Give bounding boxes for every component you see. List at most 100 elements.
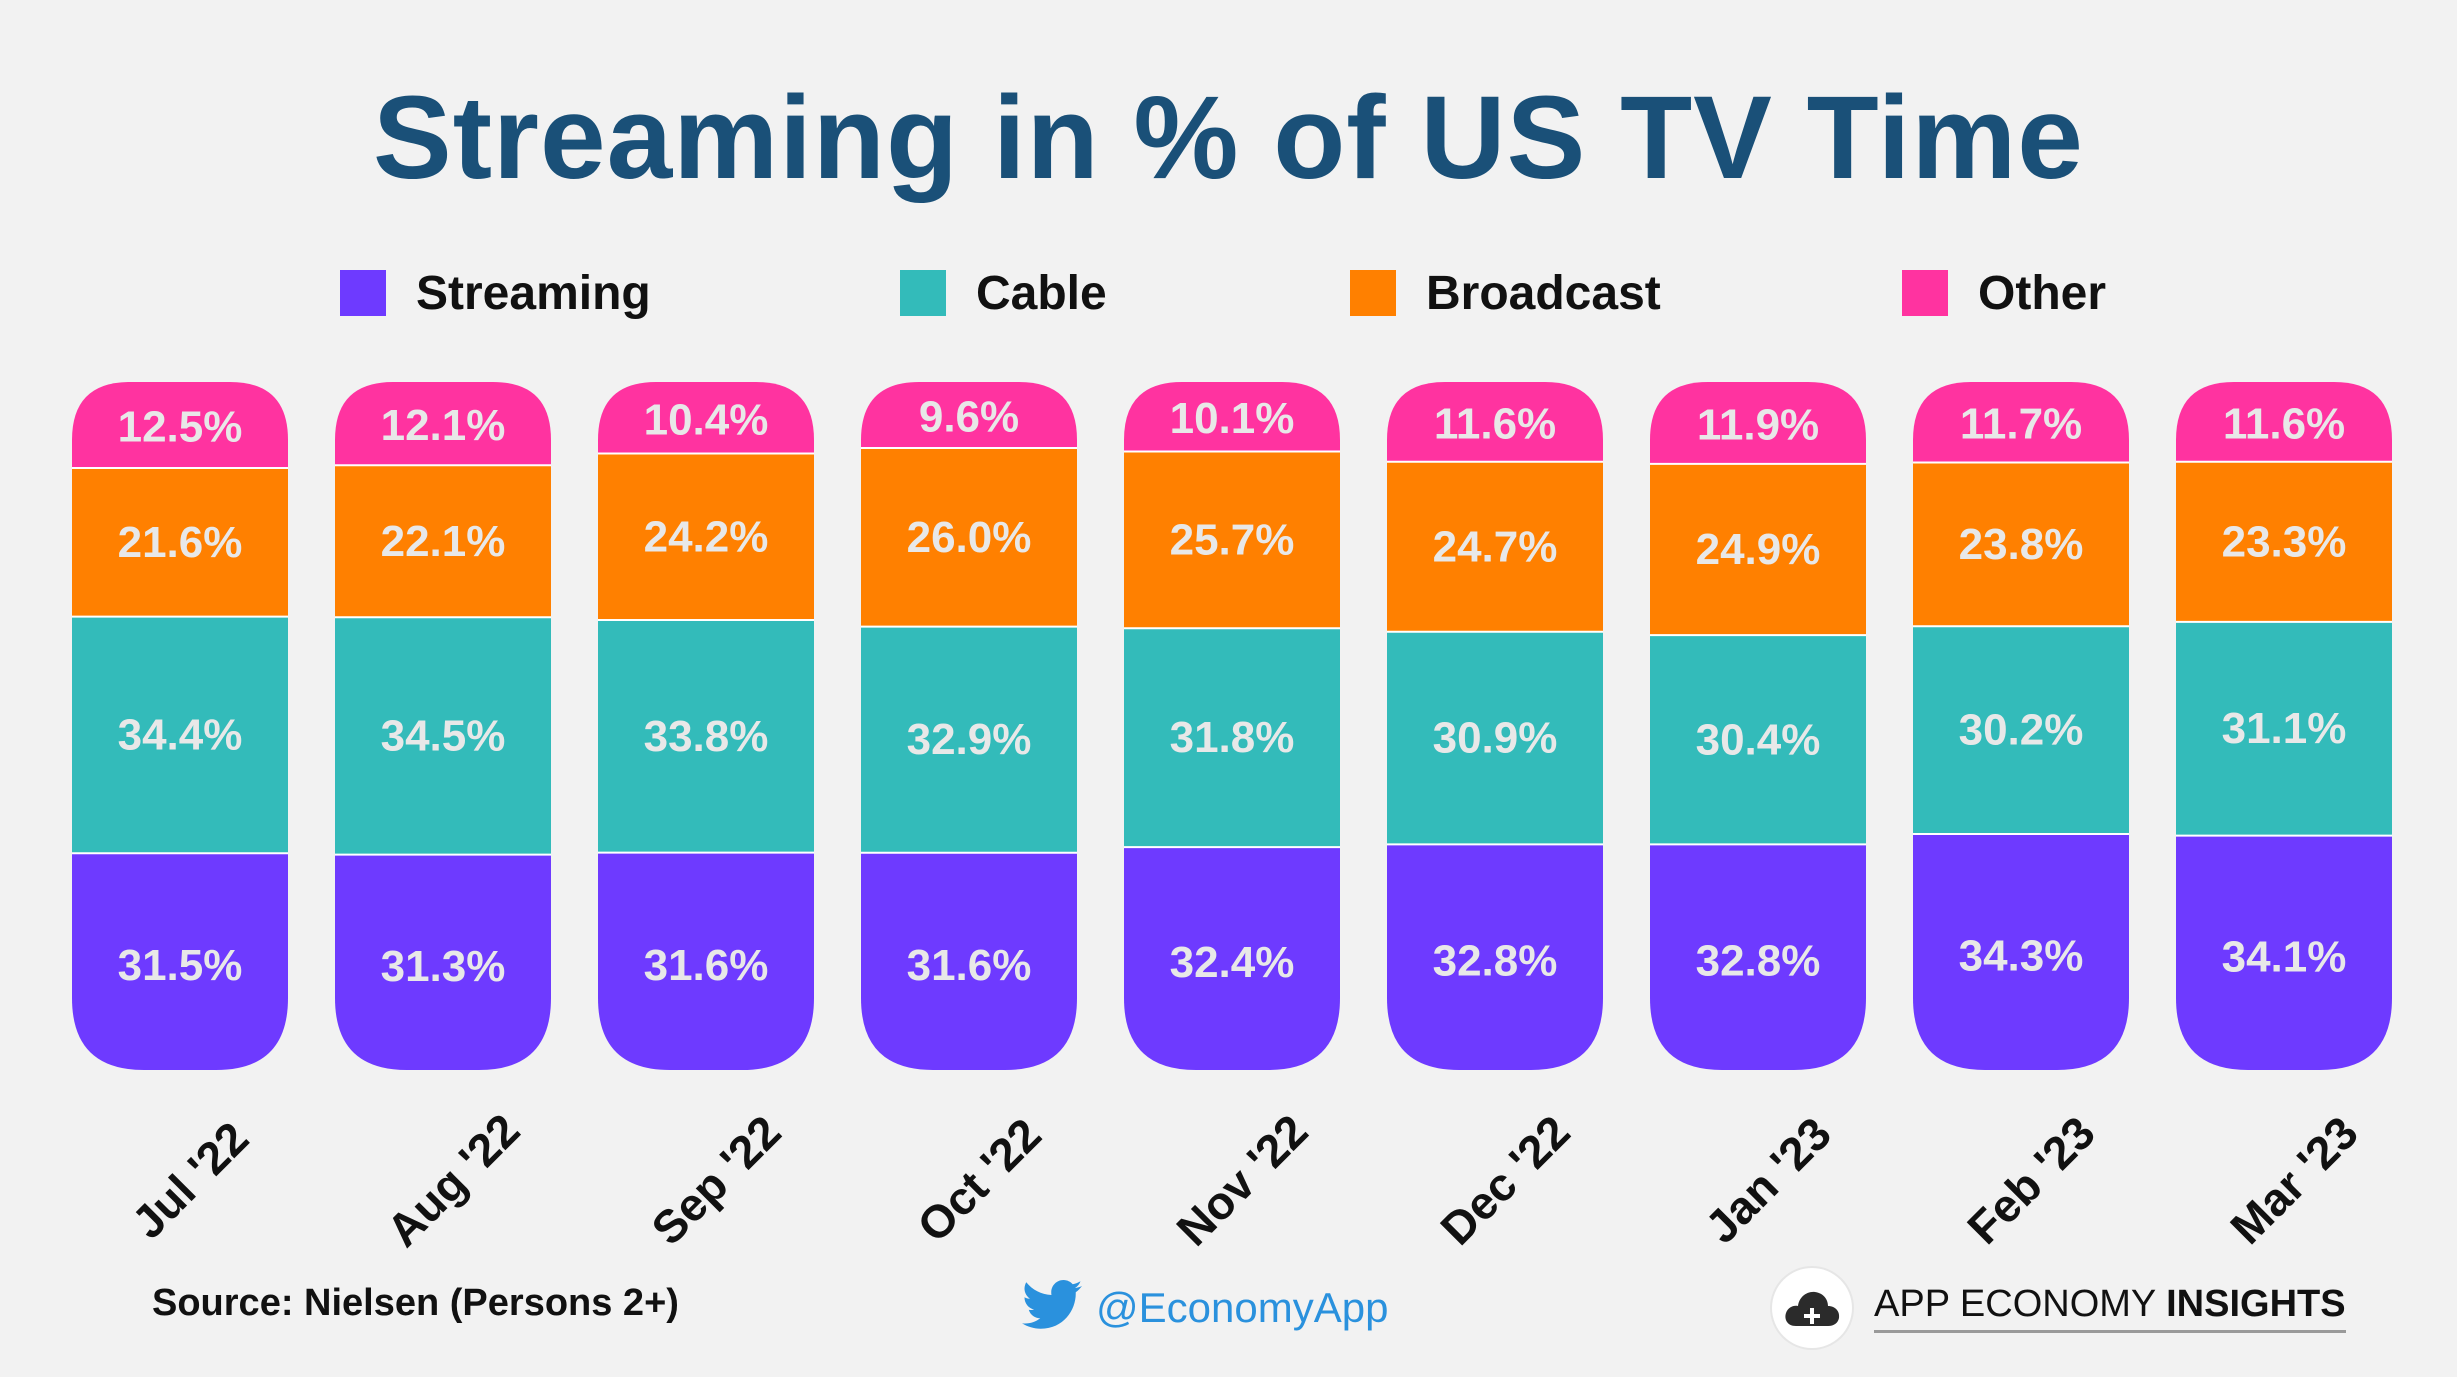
stacked-bar-chart: 31.5% 34.4% 21.6% 12.5% Jul '22 31.3% 34.5% 22.… <box>72 382 2392 1256</box>
data-label: 23.3% <box>2222 517 2347 566</box>
data-label: 34.3% <box>1959 932 2084 981</box>
bar-segment-cable <box>861 626 1077 853</box>
bar-segment-other <box>1124 382 1340 452</box>
bar-segment-streaming <box>335 854 551 1070</box>
data-label: 34.4% <box>118 710 243 759</box>
bar-segment-streaming <box>72 853 288 1070</box>
source-note: Source: Nielsen (Persons 2+) <box>152 1282 679 1324</box>
bar-segment-streaming <box>2176 835 2392 1070</box>
bar-segment-other <box>335 382 551 466</box>
bar-segment-cable <box>1650 635 1866 845</box>
data-label: 32.4% <box>1170 938 1295 987</box>
bar-group <box>861 382 1077 1070</box>
data-label: 25.7% <box>1170 515 1295 564</box>
legend-label: Broadcast <box>1426 266 1661 320</box>
data-label: 24.2% <box>644 512 769 561</box>
bar-segment-broadcast <box>72 468 288 617</box>
bar-group <box>1124 382 1340 1070</box>
legend-label: Cable <box>976 266 1107 320</box>
bar-segment-other <box>2176 382 2392 462</box>
bar-segment-streaming <box>1124 847 1340 1070</box>
data-label: 31.3% <box>381 942 506 991</box>
legend-swatch <box>1350 270 1396 316</box>
bar-group <box>1913 382 2129 1070</box>
legend-swatch <box>1902 270 1948 316</box>
bar-group <box>335 382 551 1070</box>
data-label: 9.6% <box>919 392 1019 441</box>
data-label: 24.7% <box>1433 522 1558 571</box>
data-label: 30.4% <box>1696 715 1821 764</box>
bar-group <box>2176 382 2392 1070</box>
brand-logo-block: APP ECONOMY INSIGHTS <box>1772 1268 2346 1348</box>
data-label: 11.6% <box>1434 399 1556 448</box>
bar-segment-streaming <box>598 852 814 1070</box>
data-label: 12.5% <box>118 403 243 452</box>
data-label: 32.9% <box>907 715 1032 764</box>
x-tick-label: Jan '23 <box>1695 1107 1841 1253</box>
bar-group <box>1650 382 1866 1070</box>
bar-segment-broadcast <box>2176 461 2392 622</box>
brand-name-regular: APP ECONOMY <box>1874 1283 2167 1325</box>
bar-segment-streaming <box>1387 844 1603 1070</box>
bar-segment-streaming <box>1913 834 2129 1070</box>
data-label: 21.6% <box>118 518 243 567</box>
bar-segment-cable <box>335 617 551 855</box>
data-label: 32.8% <box>1433 937 1558 986</box>
data-label: 31.8% <box>1170 713 1295 762</box>
data-label: 22.1% <box>381 517 506 566</box>
bar-segment-other <box>861 382 1077 448</box>
bar-segment-cable <box>1124 628 1340 848</box>
legend-item-cable: Cable <box>900 258 1107 328</box>
bar-segment-other <box>1650 382 1866 464</box>
bar-segment-cable <box>1387 631 1603 845</box>
legend-label: Other <box>1978 266 2107 320</box>
data-label: 30.9% <box>1433 714 1558 763</box>
bar-segment-other <box>1913 382 2129 463</box>
data-label: 11.9% <box>1697 400 1819 449</box>
legend: Streaming Cable Broadcast Other <box>0 258 2457 328</box>
data-label: 10.1% <box>1170 394 1295 443</box>
legend-item-broadcast: Broadcast <box>1350 258 1661 328</box>
data-label: 31.1% <box>2222 704 2347 753</box>
bar-segment-broadcast <box>1650 463 1866 636</box>
chart-title: Streaming in % of US TV Time <box>373 72 2084 204</box>
data-label: 34.1% <box>2222 932 2347 981</box>
x-tick-label: Oct '22 <box>907 1108 1051 1252</box>
x-tick-label: Jul '22 <box>122 1112 259 1249</box>
legend-swatch <box>900 270 946 316</box>
data-label: 31.5% <box>118 941 243 990</box>
bar-segment-broadcast <box>861 447 1077 627</box>
data-label: 26.0% <box>907 513 1032 562</box>
x-tick-label: Nov '22 <box>1166 1104 1317 1255</box>
data-label: 33.8% <box>644 712 769 761</box>
bar-segment-cable <box>72 616 288 854</box>
bar-group <box>1387 382 1603 1070</box>
legend-swatch <box>340 270 386 316</box>
bar-group <box>72 382 288 1070</box>
twitter-handle-label: @EconomyApp <box>1096 1283 1389 1331</box>
data-label: 32.8% <box>1696 937 1821 986</box>
bar-segment-broadcast <box>598 453 814 621</box>
brand-name: APP ECONOMY INSIGHTS <box>1874 1283 2346 1333</box>
data-label: 11.7% <box>1960 400 2082 449</box>
legend-item-other: Other <box>1902 258 2106 328</box>
bar-segment-broadcast <box>1124 451 1340 629</box>
legend-item-streaming: Streaming <box>340 258 651 328</box>
data-label: 23.8% <box>1959 520 2084 569</box>
bar-segment-cable <box>2176 621 2392 836</box>
data-label: 12.1% <box>381 401 506 450</box>
twitter-bird-icon <box>1022 1280 1082 1335</box>
brand-name-bold: INSIGHTS <box>2166 1283 2346 1325</box>
x-tick-label: Mar '23 <box>2220 1106 2368 1254</box>
data-label: 31.6% <box>907 941 1032 990</box>
data-label: 31.6% <box>644 941 769 990</box>
bar-segment-cable <box>598 620 814 853</box>
bar-segment-broadcast <box>1387 461 1603 632</box>
bar-segment-other <box>1387 382 1603 462</box>
cloud-gamepad-icon <box>1772 1268 1852 1348</box>
twitter-handle[interactable]: @EconomyApp <box>1022 1280 1388 1335</box>
x-tick-label: Dec '22 <box>1430 1105 1579 1254</box>
bar-segment-streaming <box>1650 844 1866 1070</box>
data-label: 10.4% <box>644 395 769 444</box>
bar-segment-broadcast <box>1913 462 2129 627</box>
